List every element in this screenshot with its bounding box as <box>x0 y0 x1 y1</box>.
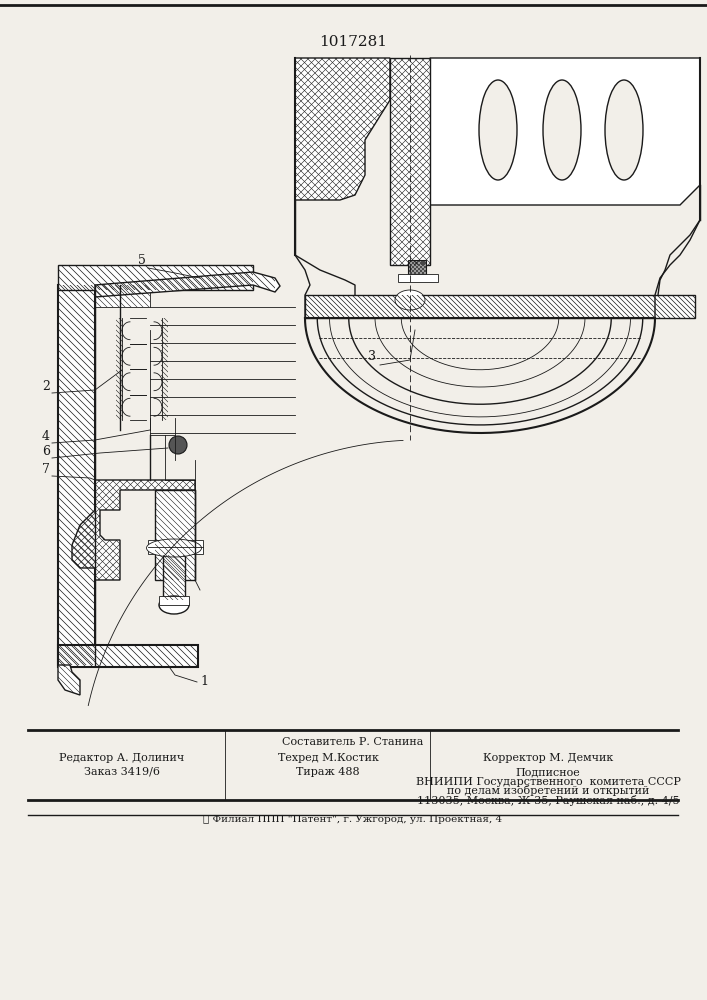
Text: Техред М.Костик: Техред М.Костик <box>278 753 378 763</box>
Ellipse shape <box>146 539 201 557</box>
Ellipse shape <box>159 596 189 614</box>
Polygon shape <box>390 58 430 265</box>
Bar <box>58 645 198 667</box>
Ellipse shape <box>395 290 425 310</box>
Polygon shape <box>430 58 700 205</box>
Text: Тираж 488: Тираж 488 <box>296 767 360 777</box>
Bar <box>58 285 95 665</box>
Bar <box>408 260 426 274</box>
Circle shape <box>169 436 187 454</box>
Polygon shape <box>72 480 195 580</box>
Text: Подписное: Подписное <box>515 767 580 777</box>
Bar <box>95 285 150 307</box>
Text: Составитель Р. Станина: Составитель Р. Станина <box>282 737 423 747</box>
Polygon shape <box>295 58 390 200</box>
Bar <box>58 265 253 290</box>
Text: 113035, Москва, Ж-35, Раушская наб., д. 4/5: 113035, Москва, Ж-35, Раушская наб., д. … <box>416 794 679 806</box>
Bar <box>163 555 185 600</box>
Text: по делам изобретений и открытий: по делам изобретений и открытий <box>447 786 649 796</box>
Text: 3: 3 <box>368 350 376 363</box>
Bar <box>398 274 438 282</box>
Text: 4: 4 <box>42 430 50 443</box>
Ellipse shape <box>543 80 581 180</box>
Polygon shape <box>95 272 280 297</box>
Bar <box>155 490 195 580</box>
Ellipse shape <box>479 80 517 180</box>
Text: 1: 1 <box>200 675 208 688</box>
Text: 7: 7 <box>42 463 50 476</box>
Bar <box>148 540 203 554</box>
Text: ☉ Филиал ППП "Патент", г. Ужгород, ул. Проектная, 4: ☉ Филиал ППП "Патент", г. Ужгород, ул. П… <box>204 816 503 824</box>
Ellipse shape <box>605 80 643 180</box>
Polygon shape <box>58 665 80 695</box>
Text: Корректор М. Демчик: Корректор М. Демчик <box>483 753 613 763</box>
Text: 6: 6 <box>42 445 50 458</box>
Polygon shape <box>305 295 695 318</box>
Text: 1017281: 1017281 <box>319 35 387 49</box>
Text: Редактор А. Долинич: Редактор А. Долинич <box>59 753 185 763</box>
Bar <box>159 596 189 605</box>
Text: Заказ 3419/6: Заказ 3419/6 <box>84 767 160 777</box>
Text: 2: 2 <box>42 380 50 393</box>
Text: 5: 5 <box>138 254 146 267</box>
Text: ВНИИПИ Государственного  комитета СССР: ВНИИПИ Государственного комитета СССР <box>416 777 680 787</box>
